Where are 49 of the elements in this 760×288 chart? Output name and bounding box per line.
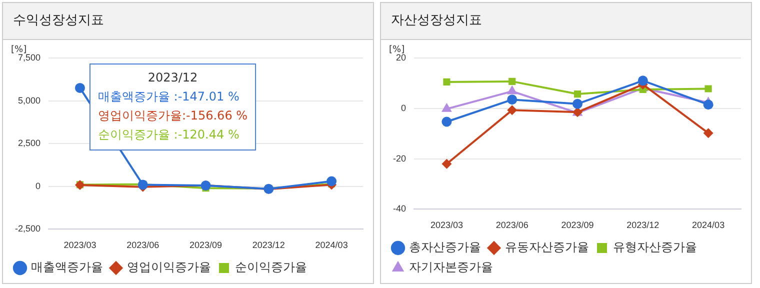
annotation: 순이익증가율 :-120.44 % (98, 128, 240, 142)
point (507, 105, 518, 116)
x-tick-label: 2023/03 (64, 240, 96, 250)
point (507, 94, 518, 105)
x-tick-label: 2024/03 (315, 240, 348, 250)
point (703, 128, 714, 138)
y-tick-label: -20 (392, 153, 406, 164)
x-tick-label: 2023/09 (561, 220, 594, 230)
y-tick-label: 20 (396, 52, 406, 62)
chart-title: 자산성장성지표 (381, 3, 751, 40)
legend-label: 매출액증가율 (31, 260, 103, 274)
legend-label: 총자산증가율 (409, 240, 481, 254)
y-tick-label: -2,500 (14, 224, 41, 234)
point (704, 85, 712, 92)
point (443, 78, 450, 86)
legend-label: 영업이익증가율 (127, 260, 211, 274)
x-tick-label: 2024/03 (692, 220, 725, 230)
x-tick-label: 2023/06 (126, 240, 160, 250)
x-tick-label: 2023/12 (252, 240, 285, 250)
annotation: 영업이익증가율:-156.66 % (98, 108, 248, 123)
point (506, 85, 518, 94)
y-tick-label: 7,500 (18, 52, 41, 62)
y-tick-label: 5,000 (18, 95, 41, 106)
y-tick-label: 0 (400, 102, 406, 113)
point (326, 176, 337, 186)
chart-title: 수익성장성지표 (3, 3, 373, 40)
y-tick-label: 0 (36, 180, 41, 191)
point (442, 116, 452, 127)
annotation: 2023/12 (148, 70, 198, 85)
legend-label: 순이익증가율 (235, 260, 307, 274)
x-tick-label: 2023/03 (430, 220, 463, 230)
y-tick-label: -40 (392, 204, 406, 214)
y-axis-title: [%] (11, 45, 27, 55)
legend-label: 유동자산증가율 (505, 240, 589, 254)
point (703, 100, 714, 110)
point (638, 76, 648, 86)
point (508, 78, 516, 85)
legend-label: 자기자본증가율 (409, 260, 493, 274)
y-tick-label: 2,500 (18, 138, 41, 148)
annotation: 매출액증가율 :-147.01 % (98, 90, 240, 104)
point (574, 90, 582, 98)
x-tick-label: 2023/12 (626, 220, 660, 230)
y-axis-title: [%] (389, 45, 405, 55)
point (74, 82, 85, 93)
point (572, 98, 583, 109)
legend-label: 유형자산증가율 (613, 240, 697, 254)
x-tick-label: 2023/06 (496, 220, 528, 230)
x-tick-label: 2023/09 (189, 240, 222, 250)
point (442, 158, 452, 169)
